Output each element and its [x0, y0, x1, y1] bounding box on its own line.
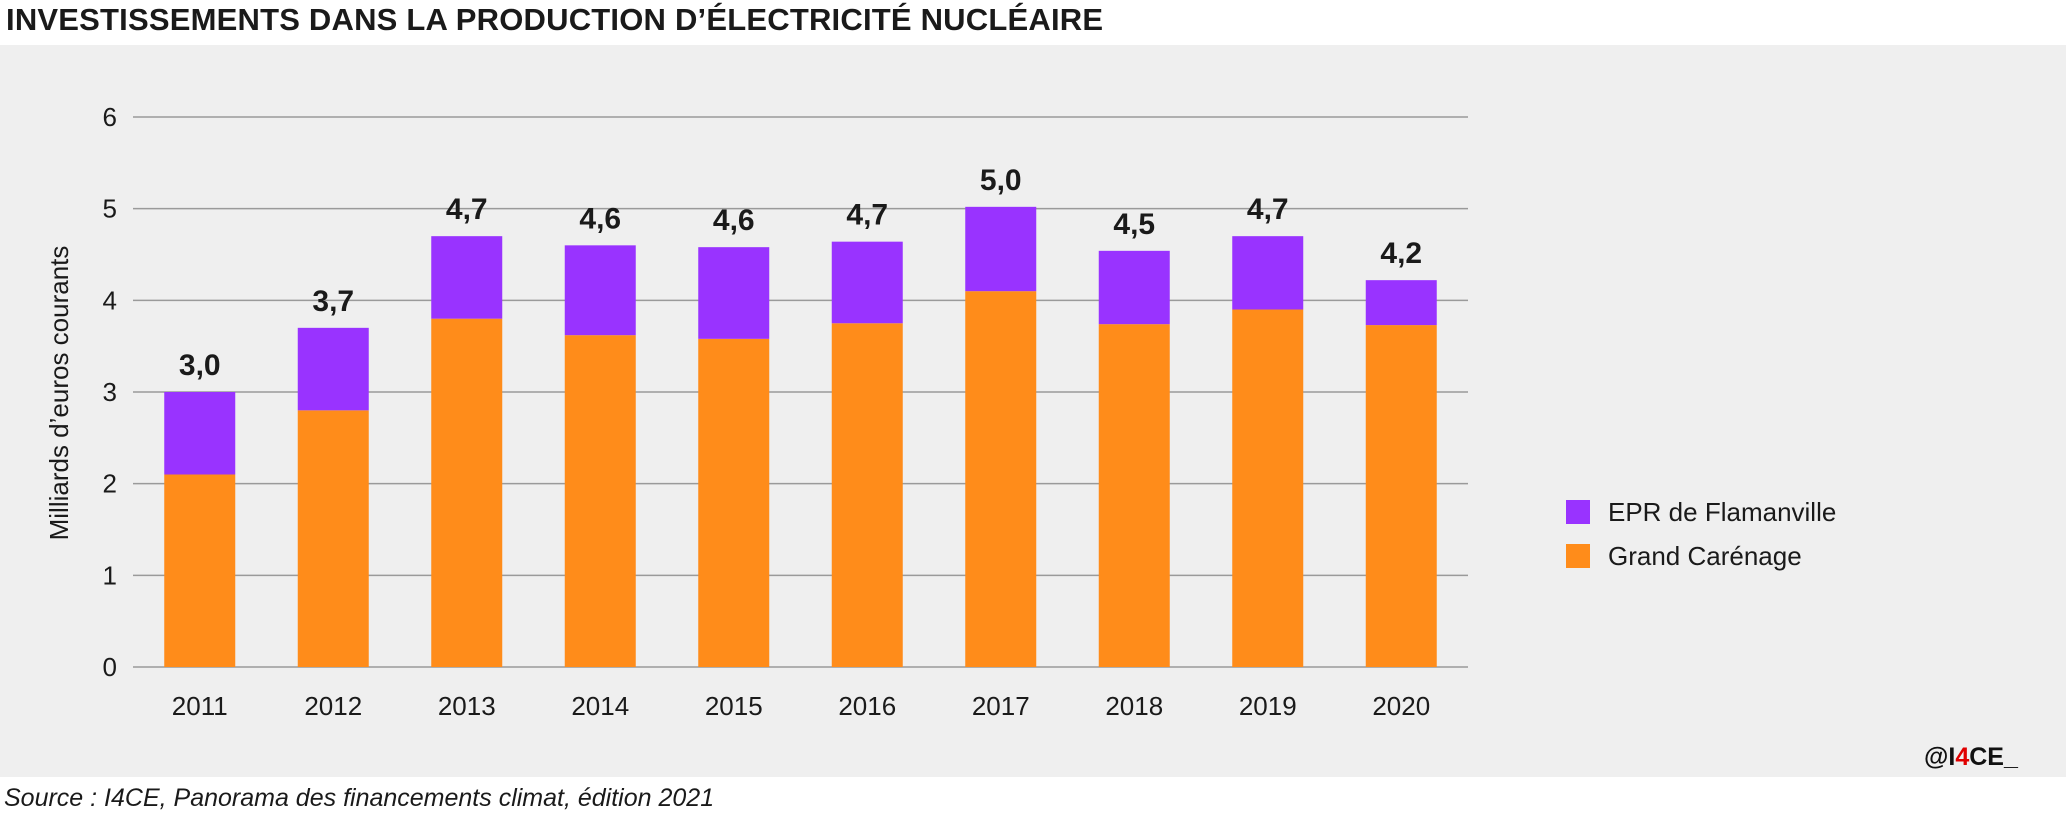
- bar-epr-2015: [698, 247, 770, 339]
- credit-handle: @I4CE_: [1924, 743, 2018, 772]
- chart-svg: 0 1 2 3 4 5 6 3,0 2011 3,7 2012 4,7 2013 4,6 2014 4,6 2…: [44, 102, 1836, 721]
- y-tick-label: 5: [103, 194, 117, 224]
- bar-epr-2020: [1365, 280, 1437, 326]
- total-label-2012: 3,7: [312, 285, 354, 318]
- y-tick-label: 1: [103, 560, 117, 590]
- total-label-2015: 4,6: [713, 204, 755, 237]
- bar-grand-carenage-2017: [965, 291, 1037, 667]
- bar-epr-2013: [431, 236, 503, 319]
- x-tick-label-2011: 2011: [172, 691, 228, 721]
- x-tick-label-2015: 2015: [705, 691, 763, 721]
- x-tick-label-2016: 2016: [838, 691, 896, 721]
- total-label-2011: 3,0: [179, 349, 221, 382]
- legend-swatch: [1566, 544, 1590, 568]
- x-tick-label-2013: 2013: [438, 691, 496, 721]
- total-label-2020: 4,2: [1380, 237, 1422, 270]
- bar-grand-carenage-2013: [431, 318, 503, 667]
- y-tick-label: 2: [103, 469, 117, 499]
- x-tick-label-2018: 2018: [1105, 691, 1163, 721]
- total-label-2017: 5,0: [980, 164, 1022, 197]
- bar-grand-carenage-2020: [1365, 325, 1437, 667]
- bar-epr-2018: [1098, 250, 1170, 325]
- bar-epr-2019: [1232, 236, 1304, 310]
- total-label-2013: 4,7: [446, 193, 488, 226]
- bar-grand-carenage-2016: [831, 323, 903, 667]
- bar-epr-2017: [965, 206, 1037, 292]
- y-tick-label: 3: [103, 377, 117, 407]
- credit-prefix: @I: [1924, 743, 1956, 771]
- total-label-2016: 4,7: [846, 199, 888, 232]
- bar-grand-carenage-2015: [698, 338, 770, 667]
- bars: [164, 206, 1437, 667]
- chart-panel: 0 1 2 3 4 5 6 3,0 2011 3,7 2012 4,7 2013 4,6 2014 4,6 2…: [0, 45, 2066, 777]
- source-note: Source : I4CE, Panorama des financements…: [4, 784, 715, 812]
- y-tick-label: 4: [103, 285, 117, 315]
- bar-epr-2014: [564, 245, 636, 336]
- y-axis-label: Milliards d’euros courants: [44, 246, 74, 541]
- y-tick-label: 0: [103, 652, 117, 682]
- legend-swatch: [1566, 500, 1590, 524]
- bar-grand-carenage-2014: [564, 335, 636, 667]
- x-tick-label-2019: 2019: [1239, 691, 1297, 721]
- legend-label: EPR de Flamanville: [1608, 497, 1836, 527]
- legend: EPR de Flamanville Grand Carénage: [1566, 497, 1836, 571]
- credit-suffix: CE_: [1969, 743, 2018, 771]
- bar-epr-2012: [297, 327, 369, 411]
- labels: 3,0 2011 3,7 2012 4,7 2013 4,6 2014 4,6 2015 4,7 20…: [172, 164, 1430, 721]
- total-label-2019: 4,7: [1247, 193, 1289, 226]
- total-label-2014: 4,6: [579, 202, 621, 235]
- x-tick-label-2014: 2014: [571, 691, 629, 721]
- bar-grand-carenage-2011: [164, 474, 236, 667]
- bar-grand-carenage-2019: [1232, 309, 1304, 667]
- legend-label: Grand Carénage: [1608, 541, 1802, 571]
- bar-grand-carenage-2012: [297, 410, 369, 667]
- bar-epr-2011: [164, 392, 236, 475]
- y-tick-label: 6: [103, 102, 117, 132]
- x-tick-label-2012: 2012: [304, 691, 362, 721]
- x-tick-label-2017: 2017: [972, 691, 1030, 721]
- credit-accent: 4: [1955, 743, 1970, 771]
- x-tick-label-2020: 2020: [1372, 691, 1430, 721]
- total-label-2018: 4,5: [1113, 208, 1155, 241]
- bar-epr-2016: [831, 241, 903, 324]
- chart-title: INVESTISSEMENTS DANS LA PRODUCTION D’ÉLE…: [6, 2, 1104, 37]
- bar-grand-carenage-2018: [1098, 324, 1170, 667]
